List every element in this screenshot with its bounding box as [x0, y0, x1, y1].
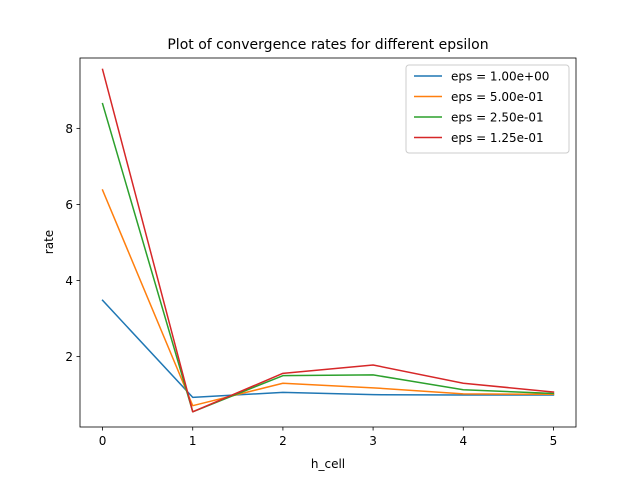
- legend-label-1: eps = 5.00e-01: [451, 90, 544, 104]
- series-line-3: [101, 68, 555, 413]
- legend-label-2: eps = 2.50e-01: [451, 111, 544, 125]
- x-tick-label: 2: [279, 434, 287, 448]
- x-tick-label: 1: [189, 434, 197, 448]
- x-axis-label: h_cell: [311, 457, 345, 471]
- series-line-2: [101, 102, 555, 413]
- y-tick-label: 2: [65, 350, 73, 364]
- y-tick-label: 4: [65, 274, 73, 288]
- series-line-0: [101, 299, 555, 399]
- y-axis-ticks: 2 4 6 8: [65, 122, 80, 364]
- series-lines: [101, 68, 555, 413]
- legend-box: [405, 64, 570, 154]
- x-tick-label: 4: [459, 434, 467, 448]
- y-tick-label: 8: [65, 122, 73, 136]
- chart-title: Plot of convergence rates for different …: [167, 37, 488, 53]
- y-axis-label: rate: [42, 230, 56, 254]
- plot-area-frame: [79, 57, 577, 428]
- y-tick-label: 6: [65, 198, 73, 212]
- x-axis-ticks: 0 1 2 3 4 5: [99, 427, 558, 448]
- x-tick-label: 0: [99, 434, 107, 448]
- legend: eps = 1.00e+00 eps = 5.00e-01 eps = 2.50e-…: [405, 64, 570, 154]
- legend-label-0: eps = 1.00e+00: [451, 70, 549, 84]
- x-tick-label: 5: [550, 434, 558, 448]
- legend-label-3: eps = 1.25e-01: [451, 131, 544, 145]
- x-tick-label: 3: [369, 434, 377, 448]
- series-line-1: [101, 189, 555, 407]
